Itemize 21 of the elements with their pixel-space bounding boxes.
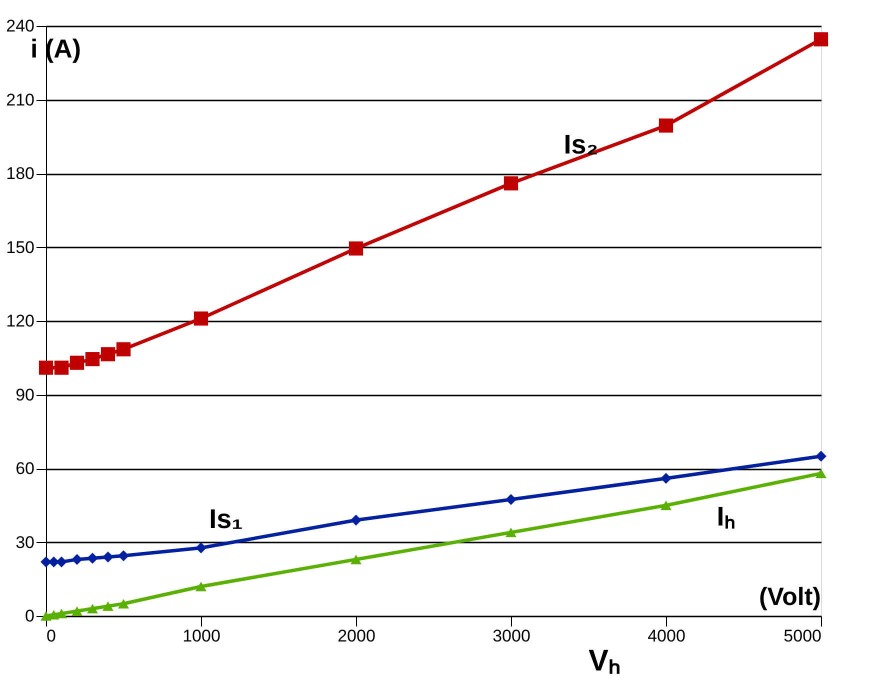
x-tick-label: 2000 bbox=[338, 626, 376, 646]
y-tick-label: 180 bbox=[6, 164, 34, 183]
x-tick-label: 5000 bbox=[784, 626, 822, 646]
annotation: (Volt) bbox=[758, 583, 821, 611]
y-tick-label: 150 bbox=[6, 238, 34, 257]
y-tick-label: 60 bbox=[16, 459, 34, 478]
series-label: Is₂ bbox=[564, 129, 598, 160]
y-tick-label: 0 bbox=[25, 606, 34, 626]
y-tick-label: 90 bbox=[16, 385, 34, 404]
x-axis-title: Vₕ bbox=[588, 644, 621, 678]
y-tick-label: 240 bbox=[6, 16, 34, 36]
x-tick-label: 3000 bbox=[492, 626, 530, 646]
x-tick-label: 4000 bbox=[648, 626, 686, 646]
series-label: Iₕ bbox=[716, 501, 736, 532]
y-tick-label: 120 bbox=[6, 312, 34, 330]
y-axis-title: i (A) bbox=[30, 34, 82, 64]
x-tick-label: 0 bbox=[46, 626, 56, 646]
y-tick-label: 210 bbox=[6, 90, 34, 110]
y-tick-label: 30 bbox=[16, 532, 34, 552]
series-label: Is₁ bbox=[209, 504, 243, 534]
x-tick-label: 1000 bbox=[182, 626, 220, 646]
